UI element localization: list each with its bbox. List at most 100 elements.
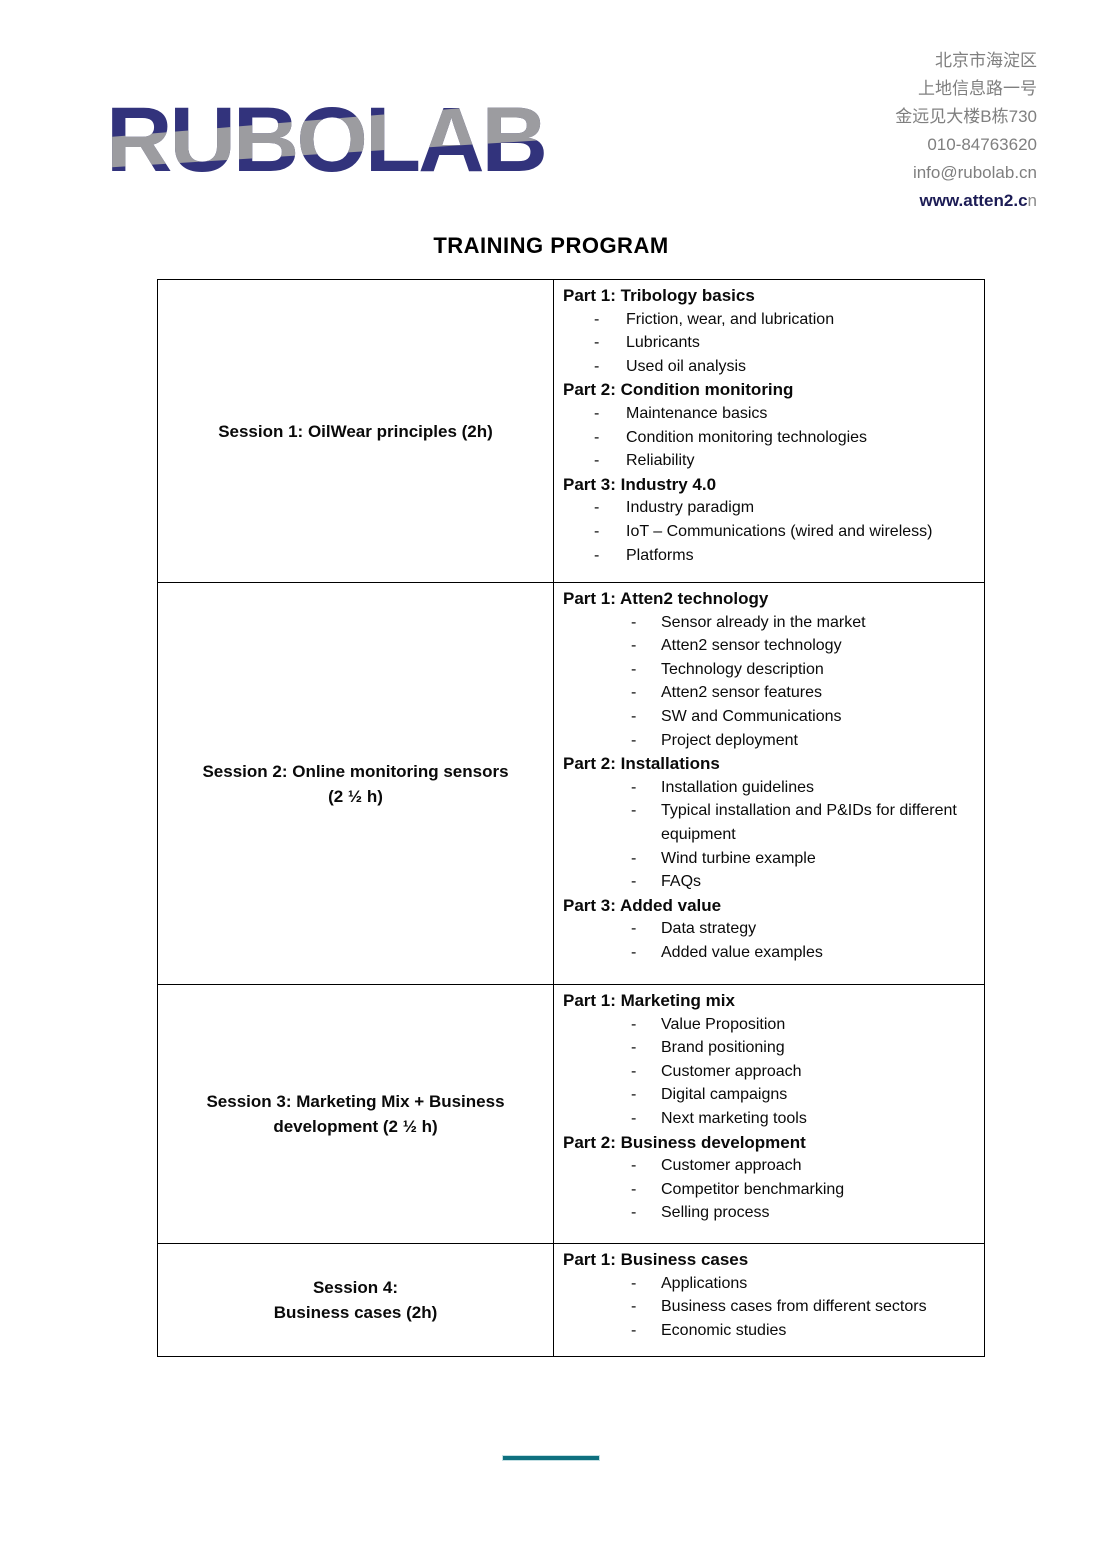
website-url-bold: www.atten2.c [919, 191, 1028, 210]
bullet-text: Customer approach [661, 1062, 802, 1080]
bullet-item: - Customer approach [563, 1060, 978, 1084]
bullet-dash: - [594, 310, 600, 328]
session-title-cell: Session 2: Online monitoring sensors (2 ½… [157, 582, 554, 985]
session-title-line: Session 2: Online monitoring sensors [202, 761, 509, 781]
bullet-item: - Business cases from different sectors [563, 1295, 978, 1319]
bullet-dash: - [631, 1298, 637, 1316]
bullet-dash: - [631, 873, 637, 891]
bullet-text: Reliability [626, 452, 695, 470]
company-address-block: 北京市海淀区 上地信息路一号 金远见大楼B栋730 010-84763620 i… [895, 47, 1037, 215]
session-content-cell: Part 1: Marketing mix - Value Proposition -… [553, 984, 985, 1244]
part-heading: Part 1: Tribology basics [563, 286, 755, 305]
bullet-text: FAQs [661, 873, 702, 891]
bullet-dash: - [631, 778, 637, 796]
page-title: TRAINING PROGRAM [433, 233, 669, 258]
bullet-dash: - [631, 1180, 637, 1198]
bullet-dash: - [631, 1321, 637, 1339]
bullet-dash: - [631, 1015, 637, 1033]
bullet-text: Applications [661, 1274, 748, 1292]
bullet-item: - Project deployment [563, 729, 978, 753]
part-heading: Part 1: Marketing mix [563, 991, 735, 1010]
bullet-item: - SW and Communications [563, 705, 978, 729]
bullet-dash: - [631, 1109, 637, 1127]
training-table-body: Session 1: OilWear principles (2h) Part 1… [157, 279, 985, 1357]
part-heading: Part 1: Business cases [563, 1250, 749, 1269]
bullet-item: - Condition monitoring technologies [563, 426, 978, 450]
session-title-line: Session 4: [312, 1278, 399, 1297]
bullet-item: - Applications [563, 1272, 978, 1296]
bullet-text: SW and Communications [661, 707, 842, 725]
bullet-text: Competitor benchmarking [661, 1180, 845, 1198]
session-title-line: Session 1: OilWear principles (2h) [218, 421, 493, 441]
bullet-text: Project deployment [661, 731, 798, 749]
session-content-cell: Part 1: Business cases - Applications - Busi… [553, 1243, 985, 1357]
bullet-item: - IoT – Communications (wired and wireles… [563, 520, 978, 544]
bullet-item: - Platforms [563, 544, 978, 568]
bullet-text: Selling process [661, 1204, 770, 1222]
bullet-item: - Economic studies [563, 1319, 978, 1343]
bullet-text: Used oil analysis [626, 357, 747, 375]
bullet-item: - Brand positioning [563, 1036, 978, 1060]
bullet-item: - Technology description [563, 658, 978, 682]
part-heading: Part 3: Industry 4.0 [563, 474, 717, 494]
email-address: info@rubolab.cn [912, 163, 1037, 182]
session-title-cell: Session 3: Marketing Mix + Business devel… [157, 984, 554, 1244]
bullet-item: - Atten2 sensor technology [563, 634, 978, 658]
bullet-text: Economic studies [661, 1321, 787, 1339]
bullet-text: Digital campaigns [661, 1086, 788, 1104]
bullet-text: Typical installation and P&IDs for diffe… [661, 802, 957, 843]
bullet-item: - Reliability [563, 449, 978, 473]
session-content-cell: Part 1: Atten2 technology - Sensor already… [553, 582, 985, 985]
bullet-dash: - [594, 428, 600, 446]
website-url-tail: n [1027, 191, 1037, 210]
bullet-item: - Used oil analysis [563, 355, 978, 379]
bullet-item: - Lubricants [563, 331, 978, 355]
session-row: Session 4: Business cases (2h) Part 1: Bus… [157, 1243, 985, 1357]
bullet-text: Maintenance basics [626, 404, 768, 422]
rubolab-logo: RUBOLAB RUBOLAB [106, 94, 548, 186]
phone-number: 010-84763620 [927, 135, 1037, 154]
bullet-dash: - [594, 522, 600, 540]
bullet-dash: - [631, 802, 637, 820]
session-row: Session 1: OilWear principles (2h) Part 1… [157, 279, 985, 583]
bullet-dash: - [631, 943, 637, 961]
bullet-text: Lubricants [626, 334, 700, 352]
bullet-dash: - [594, 452, 600, 470]
bullet-text: Customer approach [661, 1157, 802, 1175]
session-row: Session 3: Marketing Mix + Business devel… [157, 984, 985, 1244]
bullet-dash: - [631, 1062, 637, 1080]
bullet-item: - Industry paradigm [563, 496, 978, 520]
part-heading: Part 2: Business development [563, 1132, 806, 1152]
bullet-item: - Wind turbine example [563, 847, 978, 871]
bullet-item: - Friction, wear, and lubrication [563, 308, 978, 332]
bullet-item: - Typical installation and P&IDs for diff… [563, 799, 978, 846]
session-content-cell: Part 1: Tribology basics - Friction, wear,… [553, 279, 985, 583]
bullet-text: Atten2 sensor technology [661, 637, 842, 655]
bullet-text: Sensor already in the market [661, 613, 866, 631]
bullet-text: Condition monitoring technologies [626, 428, 868, 446]
session-title-cell: Session 1: OilWear principles (2h) [157, 279, 554, 583]
bullet-dash: - [594, 499, 600, 517]
training-program-table: Session 1: OilWear principles (2h) Part 1… [157, 279, 985, 1357]
bullet-text: Friction, wear, and lubrication [626, 310, 835, 328]
part-heading: Part 3: Added value [563, 895, 722, 915]
session-title-cell: Session 4: Business cases (2h) [157, 1243, 554, 1357]
bullet-text: Value Proposition [661, 1015, 786, 1033]
bullet-text: Technology description [661, 660, 824, 678]
bullet-item: - FAQs [563, 870, 978, 894]
footer-divider-line [502, 1455, 600, 1461]
address-line-city: 北京市海淀区 [935, 51, 1037, 70]
website-url: www.atten2.cn [895, 187, 1037, 215]
bullet-item: - Value Proposition [563, 1013, 978, 1037]
bullet-dash: - [631, 637, 637, 655]
session-row: Session 2: Online monitoring sensors (2 ½… [157, 582, 985, 985]
bullet-text: Next marketing tools [661, 1109, 807, 1127]
bullet-item: - Installation guidelines [563, 776, 978, 800]
address-line-building: 金远见大楼B栋730 [895, 107, 1037, 126]
bullet-item: - Competitor benchmarking [563, 1178, 978, 1202]
bullet-dash: - [631, 1157, 637, 1175]
bullet-dash: - [631, 613, 637, 631]
logo-text: RUBOLAB [106, 89, 548, 191]
bullet-dash: - [631, 731, 637, 749]
